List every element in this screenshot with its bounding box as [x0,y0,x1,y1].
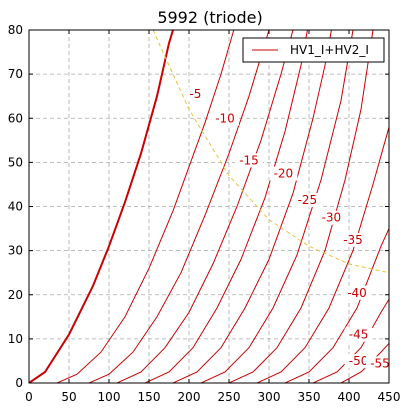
curve-label: -35 [343,233,363,247]
plate-curve-vgm50 [312,298,389,383]
curve-label-group: -25 [293,193,322,208]
curve-label-bg [344,327,373,342]
plate-curve-vg0 [29,30,174,383]
curve-label-bg [235,153,263,168]
y-tick-label: 60 [8,111,23,125]
curve-label-bg [343,285,371,300]
chart-title: 5992 (triode) [157,8,262,27]
curve-label-bg [269,166,298,181]
curve-label: -55 [370,356,390,370]
y-tick-label: 70 [8,67,23,81]
y-tick-label: 20 [8,288,23,302]
curve-label: -50 [349,354,369,368]
curve-label: -10 [215,111,235,125]
plate-curve-vgm35 [228,30,374,383]
curve-label: -5 [189,87,201,101]
curve-label-bg [211,111,239,126]
plate-curve-vgm30 [200,30,354,383]
y-tick-label: 0 [15,376,23,390]
curve-label-group: -5 [185,87,206,102]
plate-curve-vgm15 [116,30,294,383]
grid-lines [28,29,390,384]
curve-labels: -5 -10 -15 -20 -25 -30-35 -40 -45 -50 -55 [185,87,394,371]
curve-label: -20 [274,167,294,181]
curve-label-group: -45 [344,327,373,342]
x-tick-label: 250 [218,390,241,404]
legend-entry: HV1_I+HV2_I [290,43,369,57]
load-line-path [152,30,389,274]
curve-label: -15 [239,153,259,167]
plate-curve-vgm20 [144,30,308,383]
curve-label-bg [293,193,322,208]
load-line [152,30,389,274]
plate-curves [29,30,389,383]
legend: HV1_I+HV2_I [242,37,385,63]
curve-label-group: -30 [317,210,346,225]
plate-curve-vgm5 [56,30,235,383]
curve-label-group: -10 [211,111,239,126]
y-tick-label: 10 [8,332,23,346]
x-tick-label: 0 [25,390,33,404]
curve-label-bg [185,87,206,102]
curve-label-group: -55 [366,356,394,371]
plate-curve-vgm10 [88,30,270,383]
plate-curve-vgm25 [172,30,332,383]
curve-label-bg [344,354,373,369]
y-tick-label: 80 [8,23,23,37]
x-tick-label: 450 [378,390,401,404]
curve-label-bg [366,356,394,371]
curve-label-bg [339,232,367,247]
curve-label-group: -15 [235,153,263,168]
plot-frame [28,29,390,384]
curve-label-group: -35 [339,232,367,247]
curve-label-group: -40 [343,285,371,300]
curve-label: -40 [347,286,367,300]
x-tick-label: 100 [98,390,121,404]
x-tick-label: 350 [298,390,321,404]
curve-label: -25 [298,193,318,207]
curve-label-bg [317,210,346,225]
x-tick-label: 300 [258,390,281,404]
x-tick-label: 200 [178,390,201,404]
axis-ticks: 0 50 100 150 200 250 300 350 400 450 0 10 20 30 40 50 60… [8,23,401,404]
y-tick-label: 50 [8,155,23,169]
curve-label: -30 [322,211,342,225]
curve-label: -45 [349,328,369,342]
y-tick-label: 40 [8,200,23,214]
y-tick-label: 30 [8,244,23,258]
plate-curve-vgm40 [256,126,389,383]
x-tick-label: 400 [338,390,361,404]
curve-label-group: -20 [269,166,298,181]
x-tick-label: 50 [61,390,76,404]
curve-label-group: -50 [344,354,373,369]
x-tick-label: 150 [138,390,161,404]
